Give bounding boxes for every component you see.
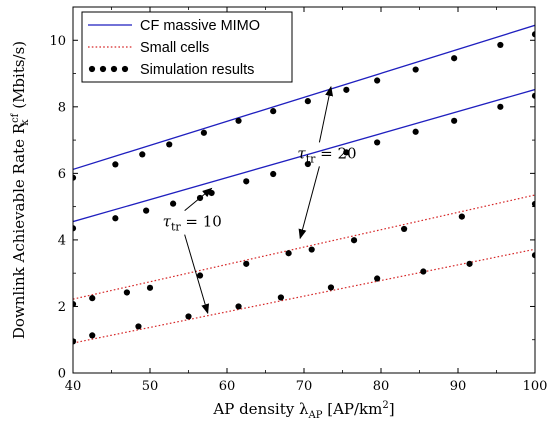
sim-point xyxy=(497,41,504,49)
sim-point xyxy=(304,160,311,168)
x-tick-label: 60 xyxy=(219,379,236,394)
sim-point xyxy=(531,92,535,99)
sim-point xyxy=(146,284,154,291)
annotation-arrow xyxy=(184,187,213,211)
sim-point xyxy=(374,77,381,84)
sim-point xyxy=(466,260,473,267)
sim-point xyxy=(135,323,142,330)
sim-point xyxy=(531,252,535,259)
sim-point xyxy=(308,246,315,253)
y-tick-label: 2 xyxy=(58,300,66,315)
x-tick-label: 40 xyxy=(65,379,82,394)
annotation-arrow xyxy=(298,166,320,240)
sim-point xyxy=(374,139,381,146)
y-tick-label: 4 xyxy=(58,233,66,248)
sim-point xyxy=(185,313,192,320)
sim-point xyxy=(412,66,419,73)
sim-point xyxy=(412,128,419,135)
sim-point xyxy=(200,129,207,136)
sim-point xyxy=(270,108,277,115)
sim-point xyxy=(304,98,311,105)
y-tick-label: 6 xyxy=(58,167,66,182)
sim-point xyxy=(73,174,77,181)
sim-point xyxy=(327,284,335,291)
annotation-arrow xyxy=(318,85,334,143)
sim-point xyxy=(235,303,242,310)
sim-point xyxy=(243,178,250,185)
y-axis-label: Downlink Achievable Rate Rcfk (Mbits/s) xyxy=(10,41,31,339)
sim-point xyxy=(531,31,535,38)
sim-point xyxy=(89,295,96,302)
sim-point xyxy=(123,289,130,296)
y-tick-label: 10 xyxy=(49,34,66,49)
sim-point xyxy=(208,189,215,197)
sim-point xyxy=(196,272,204,279)
sim-point xyxy=(235,117,242,124)
sim-point xyxy=(343,86,350,93)
legend: CF massive MIMO Small cells Simulation res… xyxy=(81,11,293,83)
x-axis-label: AP density λAP [AP/km2] xyxy=(212,400,394,421)
sim-point xyxy=(166,141,173,148)
sim-point xyxy=(497,103,504,110)
sim-point xyxy=(243,260,250,267)
sim-point xyxy=(420,268,427,275)
sim-point xyxy=(374,275,381,282)
sim-point xyxy=(143,207,150,214)
sim-point xyxy=(170,200,177,207)
x-tick-label: 50 xyxy=(142,379,159,394)
legend-swatch-marker xyxy=(121,65,129,73)
sim-point xyxy=(73,301,77,308)
sim-point xyxy=(451,55,458,62)
x-tick-label: 100 xyxy=(523,379,548,394)
sim-point xyxy=(270,170,277,178)
sim-point xyxy=(350,237,358,244)
small-cells-line xyxy=(73,194,535,300)
axes: 40 50 60 70 80 90 100 0 2 4 6 8 10 xyxy=(49,6,548,394)
sim-point xyxy=(112,161,119,168)
x-tick-label: 70 xyxy=(296,379,313,394)
sim-point xyxy=(285,250,292,257)
legend-box xyxy=(81,11,293,83)
cf-mimo-line xyxy=(73,24,535,170)
x-tick-label: 80 xyxy=(373,379,390,394)
annotations: τtr = 20 τtr = 10 xyxy=(163,85,357,315)
axis-labels: AP density λAP [AP/km2] Downlink Achievab… xyxy=(10,41,395,421)
sim-point xyxy=(73,225,77,232)
sim-point xyxy=(531,200,535,208)
legend-label: Small cells xyxy=(140,40,209,56)
annotation-label: τtr = 20 xyxy=(297,144,356,165)
sim-point xyxy=(277,294,284,301)
legend-swatch-marker xyxy=(110,65,118,73)
plot-area xyxy=(73,24,535,345)
annotation-label: τtr = 10 xyxy=(163,213,222,234)
small-cells-line xyxy=(73,248,535,344)
cf-mimo-line xyxy=(73,88,535,223)
sim-point xyxy=(112,215,119,222)
sim-point xyxy=(451,117,458,124)
sim-point xyxy=(343,149,350,156)
x-tick-label: 90 xyxy=(450,379,467,394)
sim-point xyxy=(89,332,96,339)
sim-point xyxy=(401,225,408,233)
sim-point xyxy=(139,151,146,158)
legend-label: CF massive MIMO xyxy=(140,18,260,34)
legend-swatch-marker xyxy=(88,65,96,73)
annotation-arrow xyxy=(184,234,210,315)
legend-swatch-marker xyxy=(99,65,107,73)
sim-point xyxy=(458,213,465,220)
y-tick-label: 0 xyxy=(58,367,66,382)
legend-label: Simulation results xyxy=(140,62,254,78)
y-tick-label: 8 xyxy=(58,100,66,115)
